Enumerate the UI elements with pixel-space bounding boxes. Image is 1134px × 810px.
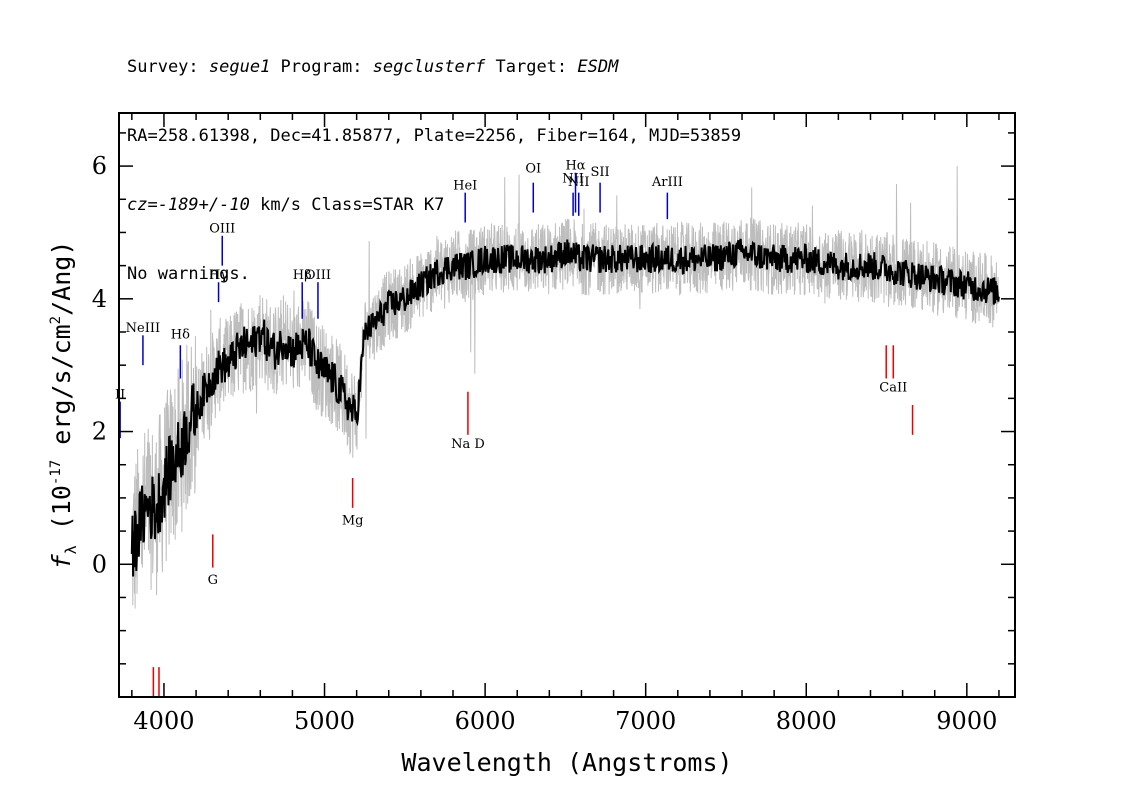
header-line-coordinates: RA=258.61398, Dec=41.85877, Plate=2256, … [127,126,742,146]
spectrum-smoothed-line [130,238,1000,577]
y-axis-symbol: f [47,553,76,569]
y-tick-label: 0 [92,550,107,578]
emission-line-label-13: ArIII [651,175,683,190]
header-line-warnings: No warnings. [127,264,250,284]
emission-line-label-11: SII [590,165,609,180]
emission-line-label-7: HeI [453,178,477,193]
x-tick-label: 7000 [615,707,676,735]
emission-line-label-12: NII [568,175,590,190]
y-axis-symbol-sub: λ [62,545,80,554]
y-axis-exp1: -17 [48,460,64,485]
emission-line-label-6: OIII [305,268,331,283]
spectrum-raw-line [131,166,1000,609]
absorption-line-label-2: Na D [451,437,485,452]
absorption-line-label-3: CaII [879,381,907,396]
x-tick-label: 4000 [133,707,194,735]
emission-line-label-4: OIII [209,221,235,236]
emission-line-label-1: NeIII [126,321,160,336]
y-axis-pre: (10 [47,485,76,545]
plot-frame [118,112,1016,698]
x-tick-label: 9000 [936,707,997,735]
axes-layer: 4000 5000 6000 7000 8000 9000 0 2 4 6 [92,113,1015,735]
y-axis-exp2: 2 [48,316,64,324]
y-tick-label: 4 [92,285,107,313]
y-axis-title: fλ (10-17 erg/s/cm2/Ang) [47,241,80,570]
emission-line-label-10: Hα [565,158,585,173]
x-tick-label: 8000 [776,707,837,735]
y-axis-mid: erg/s/cm [47,324,76,459]
emission-line-label-3: Hγ [209,268,228,283]
absorption-line-label-0: G [208,573,218,588]
y-tick-label: 2 [92,418,107,446]
emission-line-label-8: OI [525,162,541,177]
emission-line-label-9: NII [562,172,584,187]
y-tick-label: 6 [92,152,107,180]
x-tick-label: 5000 [294,707,355,735]
emission-line-label-0: II [115,387,125,402]
absorption-line-label-1: Mg [342,513,364,528]
spectrum-header: Survey: segue1 Program: segclusterf Targ… [127,10,741,309]
emission-line-label-2: Hδ [171,328,190,343]
header-line-survey: Survey: segue1 Program: segclusterf Targ… [127,57,619,77]
x-tick-label: 6000 [455,707,516,735]
emission-line-label-5: Hβ [293,268,312,283]
y-axis-post: /Ang) [47,241,76,316]
x-axis-title: Wavelength (Angstroms) [401,748,732,777]
header-line-redshift: cz=-189+/-10 km/s Class=STAR K7 [127,195,445,215]
